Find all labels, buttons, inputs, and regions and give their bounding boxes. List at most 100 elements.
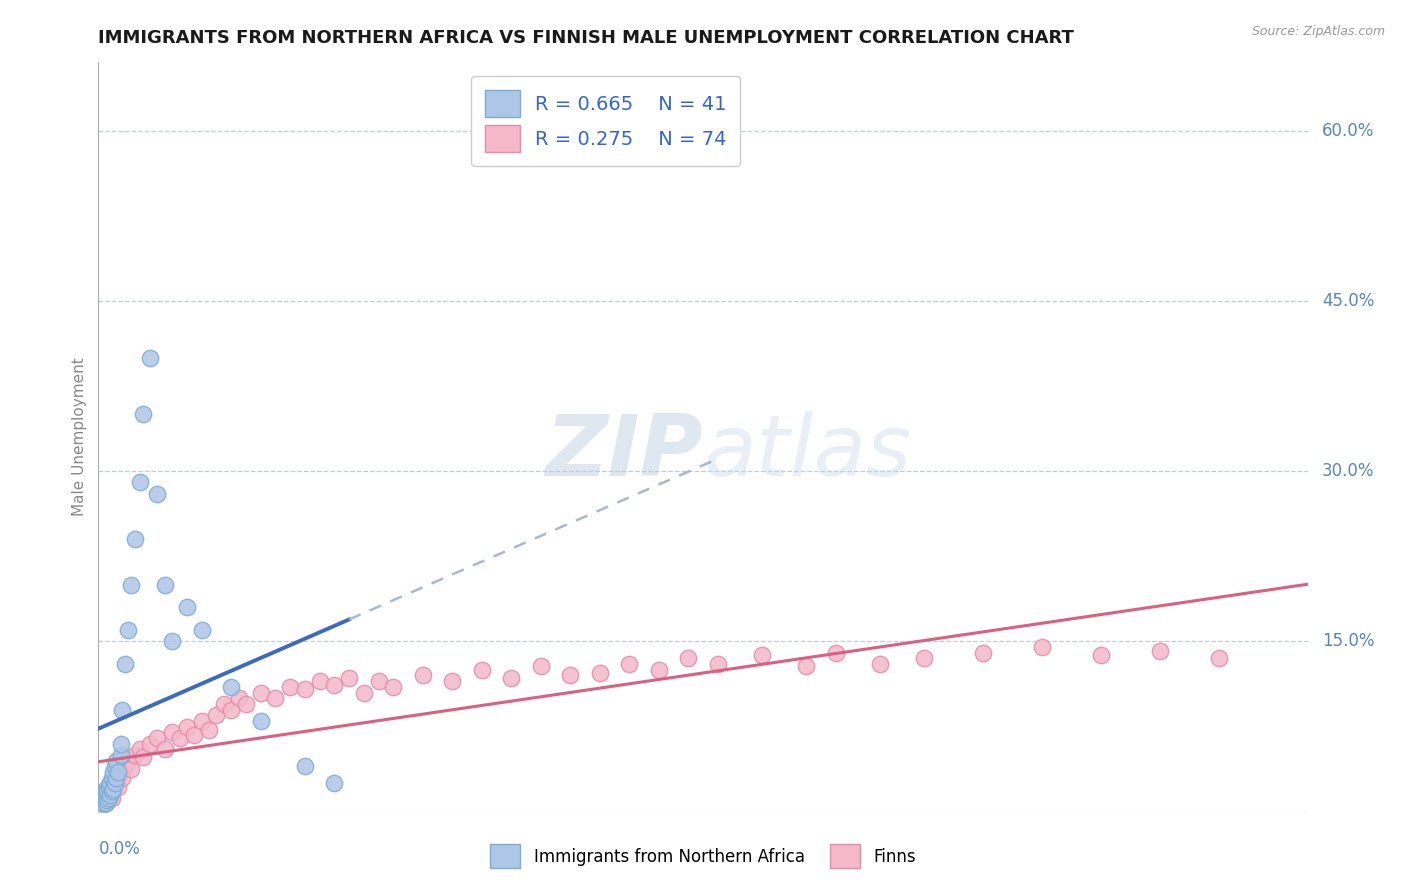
Text: 30.0%: 30.0% — [1322, 462, 1375, 480]
Point — [205, 708, 228, 723]
Point — [249, 685, 271, 699]
Point — [619, 657, 641, 672]
Point — [294, 682, 316, 697]
Point — [100, 784, 122, 798]
Point — [98, 776, 121, 790]
Point — [105, 771, 128, 785]
Point — [96, 793, 118, 807]
Point — [97, 782, 120, 797]
Point — [94, 782, 117, 797]
Point — [323, 677, 346, 691]
Point — [139, 351, 162, 365]
Point — [111, 702, 134, 716]
Point — [972, 646, 994, 660]
Y-axis label: Male Unemployment: Male Unemployment — [72, 358, 87, 516]
Point — [367, 674, 389, 689]
Point — [111, 771, 134, 785]
Point — [160, 634, 183, 648]
Point — [101, 771, 124, 785]
Text: atlas: atlas — [703, 410, 911, 493]
Point — [94, 788, 117, 802]
Point — [337, 671, 360, 685]
Point — [97, 791, 120, 805]
Point — [107, 764, 129, 779]
Point — [117, 623, 139, 637]
Point — [104, 759, 127, 773]
Point — [412, 668, 434, 682]
Point — [96, 793, 118, 807]
Point — [153, 742, 176, 756]
Point — [198, 723, 221, 737]
Text: 15.0%: 15.0% — [1322, 632, 1375, 650]
Point — [353, 685, 375, 699]
Legend: Immigrants from Northern Africa, Finns: Immigrants from Northern Africa, Finns — [484, 838, 922, 875]
Text: ZIP: ZIP — [546, 410, 703, 493]
Point — [323, 776, 346, 790]
Point — [96, 787, 118, 801]
Point — [94, 784, 117, 798]
Point — [128, 742, 150, 756]
Point — [1031, 640, 1053, 654]
Text: 45.0%: 45.0% — [1322, 292, 1375, 310]
Point — [169, 731, 191, 745]
Point — [90, 799, 112, 814]
Point — [91, 796, 114, 810]
Point — [308, 674, 330, 689]
Point — [93, 791, 115, 805]
Point — [1149, 643, 1171, 657]
Point — [131, 408, 153, 422]
Point — [212, 697, 235, 711]
Point — [93, 793, 115, 807]
Point — [124, 747, 146, 762]
Point — [107, 780, 129, 794]
Point — [110, 764, 132, 779]
Legend: R = 0.665    N = 41, R = 0.275    N = 74: R = 0.665 N = 41, R = 0.275 N = 74 — [471, 76, 740, 166]
Point — [160, 725, 183, 739]
Point — [824, 646, 846, 660]
Point — [228, 691, 250, 706]
Point — [441, 674, 464, 689]
Point — [176, 600, 198, 615]
Point — [93, 793, 115, 807]
Point — [120, 762, 142, 776]
Point — [101, 782, 124, 797]
Point — [530, 659, 553, 673]
Point — [114, 657, 136, 672]
Point — [589, 666, 612, 681]
Point — [105, 772, 128, 787]
Point — [128, 475, 150, 490]
Point — [794, 659, 817, 673]
Point — [146, 731, 169, 745]
Point — [912, 651, 935, 665]
Text: IMMIGRANTS FROM NORTHERN AFRICA VS FINNISH MALE UNEMPLOYMENT CORRELATION CHART: IMMIGRANTS FROM NORTHERN AFRICA VS FINNI… — [98, 29, 1074, 47]
Point — [176, 720, 198, 734]
Point — [1090, 648, 1112, 662]
Point — [104, 776, 127, 790]
Point — [706, 657, 728, 672]
Point — [97, 780, 120, 794]
Point — [131, 750, 153, 764]
Point — [94, 791, 117, 805]
Point — [235, 697, 257, 711]
Point — [560, 668, 582, 682]
Point — [101, 764, 124, 779]
Point — [100, 771, 122, 785]
Point — [471, 663, 494, 677]
Point — [648, 663, 671, 677]
Point — [120, 577, 142, 591]
Point — [91, 791, 114, 805]
Point — [190, 623, 212, 637]
Point — [97, 791, 120, 805]
Point — [278, 680, 301, 694]
Point — [100, 791, 122, 805]
Text: 60.0%: 60.0% — [1322, 121, 1375, 139]
Point — [114, 759, 136, 773]
Point — [869, 657, 891, 672]
Point — [96, 784, 118, 798]
Point — [117, 754, 139, 768]
Point — [751, 648, 773, 662]
Point — [219, 680, 242, 694]
Point — [105, 754, 128, 768]
Point — [153, 577, 176, 591]
Text: 0.0%: 0.0% — [98, 840, 141, 858]
